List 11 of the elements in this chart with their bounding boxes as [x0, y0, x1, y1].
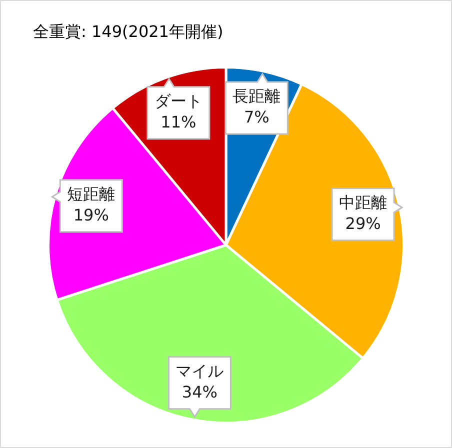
slice-label: 短距離 [67, 184, 116, 204]
slice-label: マイル [176, 362, 224, 381]
data-label: 19% [73, 205, 109, 224]
data-label: 11% [160, 112, 196, 132]
data-label: 29% [345, 214, 381, 234]
slice-label: ダート [154, 92, 202, 111]
chart-title: 全重賞: 149(2021年開催) [33, 22, 224, 42]
slice-label: 中距離 [339, 193, 388, 212]
data-label: 34% [182, 382, 218, 402]
slice-label: 長距離 [232, 86, 281, 106]
data-label: 7% [244, 108, 270, 127]
